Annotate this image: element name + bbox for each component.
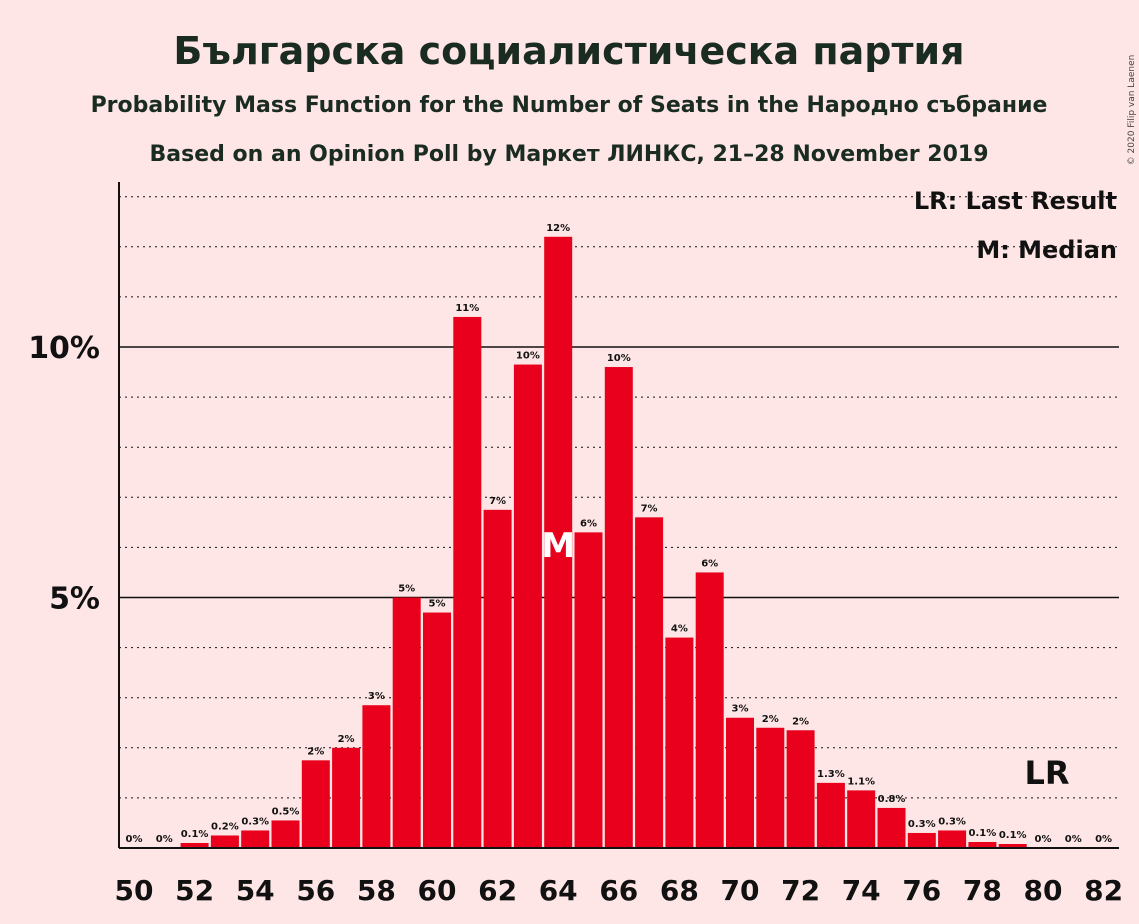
- bar-seat-53: [210, 835, 239, 848]
- x-tick-label: 74: [842, 874, 881, 907]
- x-tick-label: 80: [1024, 874, 1063, 907]
- bar-seat-73: [816, 782, 845, 848]
- data-label: 2%: [338, 734, 355, 745]
- bar-seat-68: [665, 637, 694, 848]
- bar-seat-78: [968, 841, 997, 848]
- chart-title: Българска социалистическа партия: [173, 29, 964, 73]
- data-label: 0.1%: [181, 829, 209, 840]
- data-label: 1.1%: [847, 776, 875, 787]
- data-label: 0.5%: [272, 806, 300, 817]
- bar-seat-55: [271, 820, 300, 848]
- x-tick-label: 68: [660, 874, 699, 907]
- copyright-notice: © 2020 Filip van Laenen: [1127, 55, 1137, 166]
- x-tick-label: 56: [296, 874, 335, 907]
- data-label: 0.2%: [211, 821, 239, 832]
- x-tick-label: 78: [963, 874, 1002, 907]
- data-label: 1.3%: [817, 769, 845, 780]
- data-label: 0.1%: [969, 828, 997, 839]
- legend-median: M: Median: [976, 236, 1117, 264]
- data-label: 11%: [455, 303, 479, 314]
- data-label: 3%: [732, 704, 749, 715]
- bar-seat-57: [332, 747, 361, 848]
- bar-seat-62: [483, 509, 512, 848]
- bar-seat-74: [847, 790, 876, 848]
- data-label: 2%: [307, 746, 324, 757]
- median-marker: M: [541, 526, 575, 566]
- x-tick-label: 50: [115, 874, 154, 907]
- x-tick-label: 60: [418, 874, 457, 907]
- bar-seat-64: [544, 236, 573, 848]
- bar-seat-79: [998, 843, 1027, 848]
- data-label: 7%: [641, 503, 658, 514]
- x-axis-ticks: 50 52 54 56 58 60 62 64 66 68 70 72 74 76 78 80 82: [115, 874, 1124, 907]
- bar-seat-67: [635, 517, 664, 848]
- x-tick-label: 82: [1084, 874, 1123, 907]
- last-result-marker: LR: [1024, 754, 1069, 792]
- bar-seat-63: [513, 364, 542, 848]
- data-label: 5%: [398, 584, 415, 595]
- data-label: 10%: [607, 353, 631, 364]
- bar-seat-59: [392, 597, 421, 848]
- bar-seat-56: [301, 760, 330, 848]
- bar-seat-54: [241, 830, 270, 848]
- chart-subtitle-source: Based on an Opinion Poll by Маркет ЛИНКС…: [150, 142, 989, 167]
- bar-seat-77: [938, 830, 967, 848]
- data-label: 0.3%: [908, 819, 936, 830]
- x-tick-label: 52: [175, 874, 214, 907]
- chart-subtitle: Probability Mass Function for the Number…: [91, 93, 1048, 118]
- x-tick-label: 62: [478, 874, 517, 907]
- data-label: 10%: [516, 351, 540, 362]
- legend-last-result: LR: Last Result: [914, 187, 1117, 215]
- data-label: 4%: [671, 624, 688, 635]
- data-label: 5%: [429, 599, 446, 610]
- data-label: 0%: [126, 834, 143, 845]
- bar-seat-76: [907, 832, 936, 848]
- bar-seat-71: [756, 727, 785, 848]
- bar-seat-75: [877, 807, 906, 848]
- bar-seat-52: [180, 842, 209, 848]
- data-label: 0%: [156, 834, 173, 845]
- data-label: 7%: [489, 496, 506, 507]
- data-label: 3%: [368, 691, 385, 702]
- data-label: 0.8%: [878, 794, 906, 805]
- bar-seat-66: [604, 367, 633, 848]
- bar-seat-70: [726, 717, 754, 848]
- y-tick-label: 5%: [49, 582, 100, 617]
- bar-seat-60: [423, 612, 451, 848]
- data-label: 0%: [1035, 834, 1052, 845]
- x-tick-label: 58: [357, 874, 396, 907]
- bar-seat-72: [786, 730, 815, 848]
- bar-seat-61: [453, 316, 482, 848]
- data-label: 0.3%: [938, 816, 966, 827]
- data-label: 6%: [580, 518, 597, 529]
- x-tick-label: 54: [236, 874, 275, 907]
- y-axis-ticks: 5% 10%: [28, 331, 100, 617]
- data-label: 2%: [762, 714, 779, 725]
- bar-seat-65: [574, 532, 603, 848]
- data-label: 2%: [792, 716, 809, 727]
- x-tick-label: 72: [781, 874, 820, 907]
- data-labels: 0% 0% 0.1%0.2% 0.3%0.5%2%2%3%5%5%11%7%10%12…: [126, 223, 1113, 845]
- y-tick-label: 10%: [28, 331, 100, 366]
- x-tick-label: 66: [599, 874, 638, 907]
- data-label: 0.1%: [999, 830, 1027, 841]
- bar-seat-69: [695, 572, 724, 848]
- x-tick-label: 76: [902, 874, 941, 907]
- data-label: 12%: [546, 223, 570, 234]
- data-label: 6%: [701, 558, 718, 569]
- bar-seat-58: [362, 705, 391, 848]
- data-label: 0.3%: [241, 816, 269, 827]
- x-tick-label: 70: [721, 874, 760, 907]
- data-label: 0%: [1095, 834, 1112, 845]
- bars: [180, 236, 1027, 848]
- data-label: 0%: [1065, 834, 1082, 845]
- x-tick-label: 64: [539, 874, 578, 907]
